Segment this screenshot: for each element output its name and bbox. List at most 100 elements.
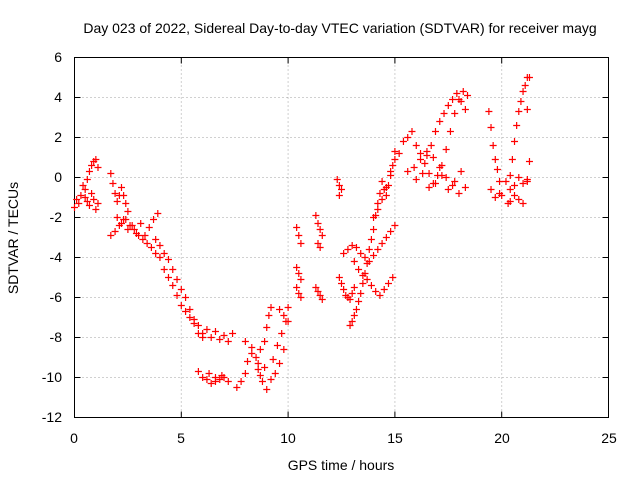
grid-x — [180, 57, 503, 418]
data-point — [382, 192, 390, 199]
data-point — [152, 236, 160, 243]
data-point — [429, 154, 437, 161]
data-point — [506, 186, 514, 193]
data-point — [348, 242, 356, 249]
data-point — [459, 88, 467, 95]
data-point — [502, 178, 510, 185]
data-point — [295, 290, 303, 297]
data-point — [280, 346, 288, 353]
data-point — [177, 286, 185, 293]
data-point — [92, 156, 100, 163]
data-point — [284, 304, 292, 311]
data-point — [122, 200, 130, 207]
data-point — [160, 250, 168, 257]
x-tick-label: 15 — [387, 430, 403, 446]
data-point — [137, 220, 145, 227]
data-point — [117, 184, 125, 191]
data-point — [515, 108, 523, 115]
chart-title: Day 023 of 2022, Sidereal Day-to-day VTE… — [83, 20, 596, 36]
data-point — [216, 336, 224, 343]
data-point — [363, 276, 371, 283]
data-point — [169, 266, 177, 273]
data-point — [436, 164, 444, 171]
x-tick-label: 25 — [601, 430, 617, 446]
data-point — [229, 330, 237, 337]
data-point — [143, 240, 151, 247]
data-point — [88, 190, 96, 197]
data-point — [515, 196, 523, 203]
data-point — [267, 304, 275, 311]
data-point — [442, 146, 450, 153]
data-point — [525, 158, 533, 165]
data-point — [370, 226, 378, 233]
data-point — [399, 138, 407, 145]
data-point — [248, 344, 256, 351]
data-point — [417, 150, 425, 157]
data-point — [408, 128, 416, 135]
data-point — [444, 186, 452, 193]
data-point — [335, 274, 343, 281]
data-point — [135, 232, 143, 239]
data-point — [423, 152, 431, 159]
data-point — [248, 350, 256, 357]
data-point — [122, 216, 130, 223]
y-tick-label: -12 — [42, 409, 62, 425]
data-point — [276, 360, 284, 367]
data-point — [81, 186, 89, 193]
x-tick-label: 10 — [280, 430, 296, 446]
data-point — [293, 224, 301, 231]
data-point — [376, 190, 384, 197]
data-point — [493, 166, 501, 173]
data-point — [254, 360, 262, 367]
data-point — [384, 280, 392, 287]
data-point — [431, 128, 439, 135]
data-point — [352, 244, 360, 251]
data-point — [395, 150, 403, 157]
y-tick-label: -4 — [50, 249, 63, 265]
data-point — [224, 338, 232, 345]
data-point — [521, 82, 529, 89]
data-point — [186, 314, 194, 321]
x-ticks — [74, 57, 609, 418]
data-point — [107, 170, 115, 177]
data-point — [446, 128, 454, 135]
data-point — [436, 118, 444, 125]
y-tick-label: -6 — [50, 289, 63, 305]
data-point — [182, 294, 190, 301]
data-point — [496, 190, 504, 197]
data-point — [404, 168, 412, 175]
data-point — [387, 228, 395, 235]
data-point — [156, 254, 164, 261]
data-point — [378, 240, 386, 247]
data-point — [276, 306, 284, 313]
data-point — [457, 98, 465, 105]
data-point — [203, 376, 211, 383]
data-point — [391, 222, 399, 229]
data-point — [75, 200, 83, 207]
data-point — [511, 138, 519, 145]
data-point — [378, 178, 386, 185]
data-point — [519, 88, 527, 95]
data-point — [90, 196, 98, 203]
data-point — [177, 302, 185, 309]
data-point — [254, 366, 262, 373]
data-point — [256, 372, 264, 379]
data-point — [194, 322, 202, 329]
data-point — [387, 168, 395, 175]
data-point — [182, 308, 190, 315]
data-point — [372, 288, 380, 295]
data-point — [241, 370, 249, 377]
data-point — [525, 74, 533, 81]
data-point — [295, 232, 303, 239]
data-point — [211, 374, 219, 381]
data-point — [421, 160, 429, 167]
data-point — [380, 286, 388, 293]
data-point — [449, 96, 457, 103]
data-point — [367, 282, 375, 289]
data-point — [117, 220, 125, 227]
data-point — [318, 296, 326, 303]
data-point — [154, 210, 162, 217]
data-point — [150, 216, 158, 223]
data-point — [348, 318, 356, 325]
data-point — [453, 90, 461, 97]
